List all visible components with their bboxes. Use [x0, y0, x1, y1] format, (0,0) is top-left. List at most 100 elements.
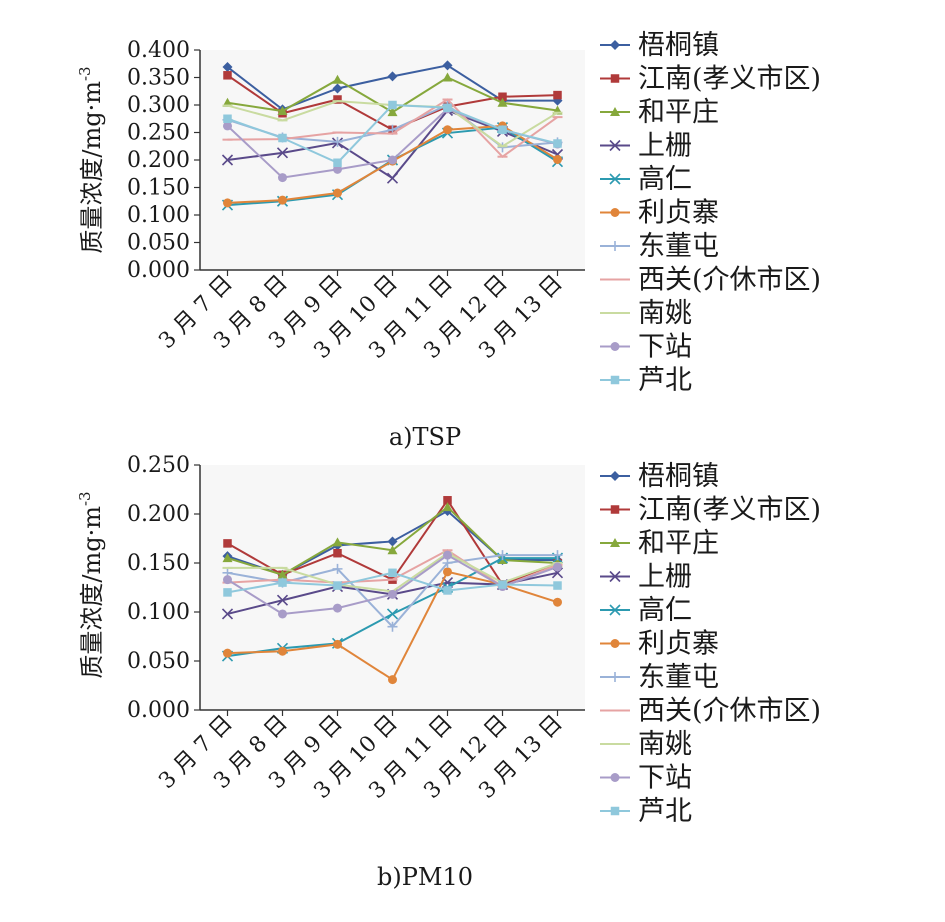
legend-entry: 芦北 — [600, 365, 692, 396]
y-tick-label: 0.150 — [127, 176, 190, 201]
legend-label: 南姚 — [638, 729, 692, 760]
legend-label: 高仁 — [638, 595, 692, 626]
legend-marker — [610, 505, 620, 514]
legend-marker — [610, 107, 620, 116]
data-point — [278, 173, 287, 183]
data-point — [498, 580, 507, 589]
legend-entry: 东董屯 — [600, 662, 719, 693]
data-point — [443, 125, 452, 135]
data-point — [333, 603, 342, 613]
y-tick-label: 0.100 — [127, 600, 190, 625]
legend-entry: 西关(介休市区) — [600, 265, 821, 296]
legend-entry: 和平庄 — [600, 528, 719, 559]
legend-entry: 上栅 — [600, 131, 692, 162]
legend-marker — [610, 74, 620, 83]
y-tick-label: 0.150 — [127, 551, 190, 576]
legend-label: 南姚 — [638, 298, 692, 329]
legend-marker — [610, 672, 620, 682]
data-point — [387, 536, 398, 547]
data-point — [443, 496, 452, 505]
legend-entry: 西关(介休市区) — [600, 696, 821, 727]
legend-label: 芦北 — [638, 796, 692, 827]
legend-entry: 高仁 — [600, 595, 692, 626]
legend-label: 下站 — [638, 763, 692, 794]
data-point — [278, 609, 287, 619]
data-point — [553, 139, 562, 148]
y-tick-label: 0.000 — [127, 698, 190, 723]
legend-marker — [610, 375, 620, 385]
data-point — [223, 575, 232, 585]
y-tick-label: 0.350 — [127, 66, 190, 91]
series-11 — [223, 568, 562, 597]
legend-label: 东董屯 — [638, 231, 719, 262]
data-point — [276, 147, 289, 159]
data-point — [278, 195, 287, 205]
data-point — [443, 586, 452, 595]
legend-label: 利贞寨 — [638, 629, 719, 660]
legend-label: 和平庄 — [638, 97, 719, 128]
data-point — [388, 155, 397, 165]
data-point — [387, 621, 398, 632]
legend-marker — [609, 173, 621, 185]
data-point — [277, 106, 288, 116]
data-point — [553, 597, 562, 607]
legend-entry: 高仁 — [600, 164, 692, 195]
data-point — [332, 74, 343, 84]
chart-caption: b)PM10 — [377, 863, 473, 891]
y-tick-label: 0.250 — [127, 453, 190, 478]
chart-caption: a)TSP — [389, 423, 461, 451]
data-point — [278, 133, 287, 143]
data-point — [332, 563, 343, 574]
data-point — [333, 95, 342, 104]
data-point — [442, 60, 453, 71]
data-point — [221, 608, 234, 620]
legend-marker — [610, 806, 620, 816]
y-tick-label: 0.050 — [127, 231, 190, 256]
data-point — [387, 107, 398, 117]
legend-label: 东董屯 — [638, 662, 719, 693]
data-point — [278, 646, 287, 656]
legend-marker — [610, 208, 620, 217]
y-tick-label: 0.200 — [127, 148, 190, 173]
data-point — [388, 100, 397, 110]
y-tick-label: 0.100 — [127, 203, 190, 228]
data-point — [497, 97, 508, 107]
data-point — [333, 164, 342, 174]
data-point — [387, 545, 398, 555]
legend-entry: 和平庄 — [600, 97, 719, 128]
y-axis-label: 质量浓度/mg·m-3 — [76, 66, 106, 253]
data-point — [498, 125, 507, 134]
data-point — [332, 537, 343, 547]
legend-entry: 芦北 — [600, 796, 692, 827]
data-point — [223, 539, 232, 548]
data-point — [552, 550, 563, 561]
y-tick-label: 0.250 — [127, 121, 190, 146]
y-tick-label: 0.200 — [127, 502, 190, 527]
legend-marker — [610, 241, 620, 251]
data-point — [442, 502, 453, 512]
y-axis-label: 质量浓度/mg·m-3 — [76, 491, 106, 678]
y-tick-label: 0.400 — [127, 38, 190, 63]
legend-marker — [610, 471, 620, 481]
data-point — [388, 568, 397, 578]
data-point — [333, 548, 342, 558]
legend-entry: 上栅 — [600, 562, 692, 593]
data-point — [442, 72, 453, 82]
data-point — [333, 639, 342, 649]
legend-marker — [609, 604, 621, 616]
legend-entry: 南姚 — [600, 729, 692, 760]
data-point — [332, 136, 343, 147]
data-point — [333, 188, 342, 198]
legend-marker — [610, 40, 620, 50]
data-point — [443, 550, 452, 560]
legend-marker — [610, 538, 620, 547]
legend-marker — [610, 639, 620, 648]
data-point — [442, 558, 453, 568]
legend-entry: 下站 — [600, 763, 692, 794]
legend-marker — [609, 139, 621, 152]
data-point — [388, 589, 397, 599]
